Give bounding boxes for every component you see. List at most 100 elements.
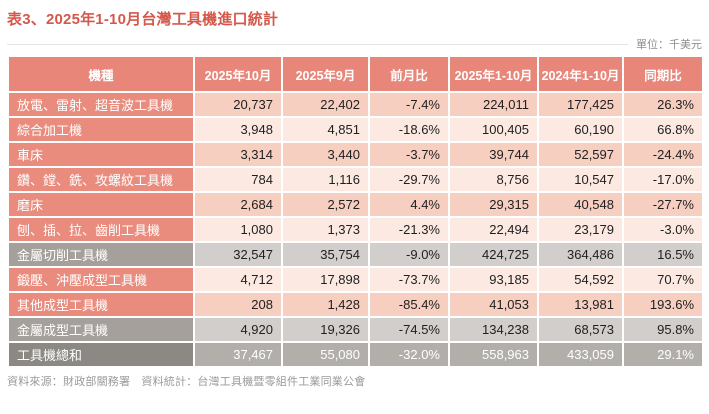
value-cell: 1,116 xyxy=(281,166,370,193)
value-cell: 32,547 xyxy=(193,241,283,268)
table-body: 放電、雷射、超音波工具機 20,737 22,402 -7.4% 224,011… xyxy=(7,91,704,368)
value-cell: -17.0% xyxy=(622,166,704,193)
value-cell: -3.7% xyxy=(368,141,450,168)
value-cell: -24.4% xyxy=(622,141,704,168)
table-row: 刨、插、拉、齒削工具機 1,080 1,373 -21.3% 22,494 23… xyxy=(7,216,704,243)
row-label-cell: 刨、插、拉、齒削工具機 xyxy=(7,216,195,243)
table-row: 其他成型工具機 208 1,428 -85.4% 41,053 13,981 1… xyxy=(7,291,704,318)
column-header-machine-type: 機種 xyxy=(7,55,195,93)
value-cell: 54,592 xyxy=(537,266,624,293)
table-row: 鑽、鏜、銑、攻螺紋工具機 784 1,116 -29.7% 8,756 10,5… xyxy=(7,166,704,193)
value-cell: 29.1% xyxy=(622,341,704,368)
value-cell: -73.7% xyxy=(368,266,450,293)
value-cell: 35,754 xyxy=(281,241,370,268)
value-cell: -74.5% xyxy=(368,316,450,343)
row-label-cell: 放電、雷射、超音波工具機 xyxy=(7,91,195,118)
value-cell: -27.7% xyxy=(622,191,704,218)
table-row: 鍛壓、沖壓成型工具機 4,712 17,898 -73.7% 93,185 54… xyxy=(7,266,704,293)
value-cell: 16.5% xyxy=(622,241,704,268)
row-label-cell: 工具機總和 xyxy=(7,341,195,368)
value-cell: 784 xyxy=(193,166,283,193)
column-header-jan-oct-2024: 2024年1-10月 xyxy=(537,55,624,93)
divider-line xyxy=(7,43,628,45)
column-header-mom: 前月比 xyxy=(368,55,450,93)
value-cell: 1,428 xyxy=(281,291,370,318)
value-cell: 40,548 xyxy=(537,191,624,218)
value-cell: 1,373 xyxy=(281,216,370,243)
table-row: 工具機總和 37,467 55,080 -32.0% 558,963 433,0… xyxy=(7,341,704,368)
column-header-oct-2025: 2025年10月 xyxy=(193,55,283,93)
value-cell: 224,011 xyxy=(448,91,539,118)
header-row: 機種 2025年10月 2025年9月 前月比 2025年1-10月 2024年… xyxy=(7,55,704,93)
value-cell: 1,080 xyxy=(193,216,283,243)
value-cell: -32.0% xyxy=(368,341,450,368)
value-cell: 93,185 xyxy=(448,266,539,293)
row-label-cell: 綜合加工機 xyxy=(7,116,195,143)
value-cell: 4,920 xyxy=(193,316,283,343)
column-header-yoy: 同期比 xyxy=(622,55,704,93)
value-cell: 134,238 xyxy=(448,316,539,343)
row-label-cell: 鍛壓、沖壓成型工具機 xyxy=(7,266,195,293)
value-cell: 8,756 xyxy=(448,166,539,193)
table-row: 放電、雷射、超音波工具機 20,737 22,402 -7.4% 224,011… xyxy=(7,91,704,118)
column-header-sep-2025: 2025年9月 xyxy=(281,55,370,93)
value-cell: -3.0% xyxy=(622,216,704,243)
value-cell: 17,898 xyxy=(281,266,370,293)
value-cell: 23,179 xyxy=(537,216,624,243)
unit-label: 單位：千美元 xyxy=(636,39,702,51)
table-title: 表3、2025年1-10月台灣工具機進口統計 xyxy=(7,11,279,28)
value-cell: 2,572 xyxy=(281,191,370,218)
row-label-cell: 金屬切削工具機 xyxy=(7,241,195,268)
value-cell: 4,712 xyxy=(193,266,283,293)
table-row: 金屬成型工具機 4,920 19,326 -74.5% 134,238 68,5… xyxy=(7,316,704,343)
value-cell: 3,948 xyxy=(193,116,283,143)
table-row: 綜合加工機 3,948 4,851 -18.6% 100,405 60,190 … xyxy=(7,116,704,143)
column-header-jan-oct-2025: 2025年1-10月 xyxy=(448,55,539,93)
value-cell: 41,053 xyxy=(448,291,539,318)
value-cell: 3,314 xyxy=(193,141,283,168)
value-cell: 55,080 xyxy=(281,341,370,368)
value-cell: -9.0% xyxy=(368,241,450,268)
value-cell: -29.7% xyxy=(368,166,450,193)
value-cell: 66.8% xyxy=(622,116,704,143)
value-cell: 52,597 xyxy=(537,141,624,168)
row-label-cell: 鑽、鏜、銑、攻螺紋工具機 xyxy=(7,166,195,193)
row-label-cell: 其他成型工具機 xyxy=(7,291,195,318)
source-note: 資料來源：財政部關務署 資料統計：台灣工具機暨零組件工業同業公會 xyxy=(7,376,366,388)
value-cell: -21.3% xyxy=(368,216,450,243)
value-cell: 68,573 xyxy=(537,316,624,343)
value-cell: 29,315 xyxy=(448,191,539,218)
value-cell: 558,963 xyxy=(448,341,539,368)
value-cell: 3,440 xyxy=(281,141,370,168)
value-cell: 26.3% xyxy=(622,91,704,118)
value-cell: 2,684 xyxy=(193,191,283,218)
value-cell: 4.4% xyxy=(368,191,450,218)
row-label-cell: 金屬成型工具機 xyxy=(7,316,195,343)
value-cell: 13,981 xyxy=(537,291,624,318)
value-cell: 20,737 xyxy=(193,91,283,118)
value-cell: 193.6% xyxy=(622,291,704,318)
import-stats-table: 機種 2025年10月 2025年9月 前月比 2025年1-10月 2024年… xyxy=(7,55,704,368)
value-cell: -18.6% xyxy=(368,116,450,143)
value-cell: 39,744 xyxy=(448,141,539,168)
value-cell: 70.7% xyxy=(622,266,704,293)
value-cell: 177,425 xyxy=(537,91,624,118)
value-cell: 60,190 xyxy=(537,116,624,143)
row-label-cell: 車床 xyxy=(7,141,195,168)
value-cell: 22,402 xyxy=(281,91,370,118)
value-cell: 100,405 xyxy=(448,116,539,143)
value-cell: -85.4% xyxy=(368,291,450,318)
value-cell: 19,326 xyxy=(281,316,370,343)
table-row: 車床 3,314 3,440 -3.7% 39,744 52,597 -24.4… xyxy=(7,141,704,168)
value-cell: 433,059 xyxy=(537,341,624,368)
value-cell: 208 xyxy=(193,291,283,318)
value-cell: -7.4% xyxy=(368,91,450,118)
table-row: 金屬切削工具機 32,547 35,754 -9.0% 424,725 364,… xyxy=(7,241,704,268)
value-cell: 424,725 xyxy=(448,241,539,268)
value-cell: 95.8% xyxy=(622,316,704,343)
value-cell: 364,486 xyxy=(537,241,624,268)
unit-row: 單位：千美元 xyxy=(7,36,702,52)
value-cell: 10,547 xyxy=(537,166,624,193)
table-row: 磨床 2,684 2,572 4.4% 29,315 40,548 -27.7% xyxy=(7,191,704,218)
value-cell: 4,851 xyxy=(281,116,370,143)
